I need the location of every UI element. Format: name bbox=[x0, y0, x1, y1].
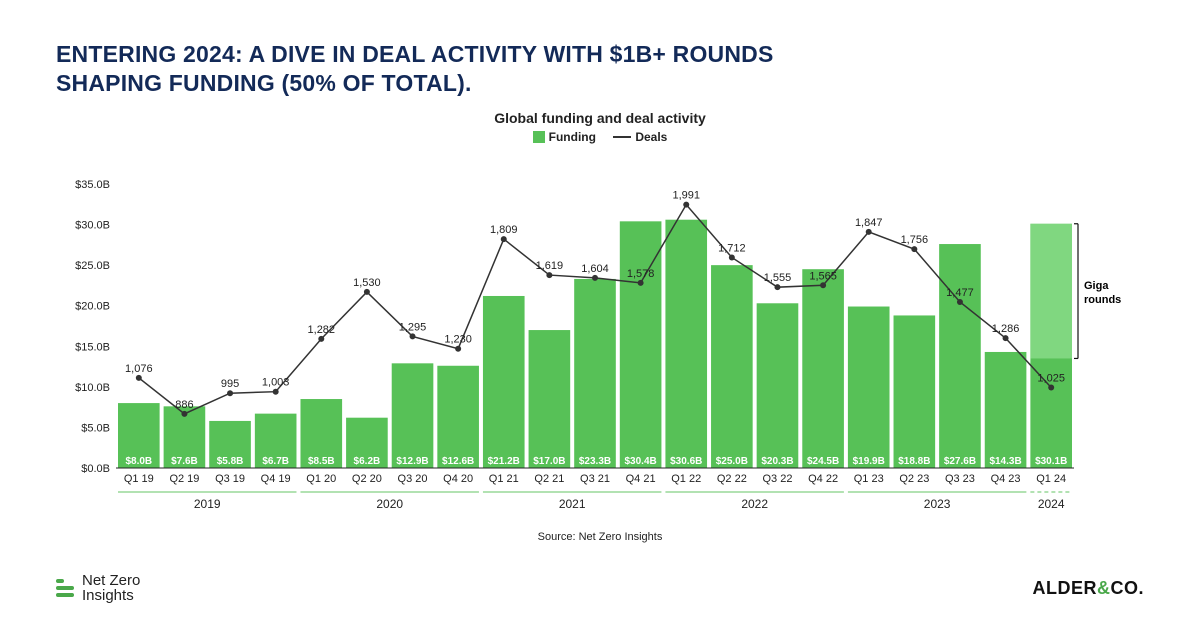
svg-text:Q1 20: Q1 20 bbox=[306, 473, 336, 485]
svg-text:$15.0B: $15.0B bbox=[75, 341, 110, 353]
svg-text:$21.2B: $21.2B bbox=[488, 456, 520, 467]
svg-text:$25.0B: $25.0B bbox=[75, 260, 110, 272]
svg-text:1,530: 1,530 bbox=[353, 276, 381, 288]
svg-text:$30.6B: $30.6B bbox=[670, 456, 702, 467]
svg-text:2021: 2021 bbox=[559, 497, 586, 511]
svg-text:$20.0B: $20.0B bbox=[75, 300, 110, 312]
svg-text:1,555: 1,555 bbox=[764, 272, 792, 284]
svg-text:Q1 19: Q1 19 bbox=[124, 473, 154, 485]
svg-text:1,565: 1,565 bbox=[809, 270, 837, 282]
svg-text:$8.0B: $8.0B bbox=[125, 456, 152, 467]
svg-text:Q2 23: Q2 23 bbox=[899, 473, 929, 485]
svg-text:$10.0B: $10.0B bbox=[75, 381, 110, 393]
svg-text:Q4 23: Q4 23 bbox=[991, 473, 1021, 485]
svg-text:1,076: 1,076 bbox=[125, 362, 153, 374]
svg-text:Giga: Giga bbox=[1084, 280, 1109, 292]
svg-text:$5.0B: $5.0B bbox=[81, 422, 110, 434]
svg-text:Q2 22: Q2 22 bbox=[717, 473, 747, 485]
svg-text:$6.7B: $6.7B bbox=[262, 456, 289, 467]
svg-text:$25.0B: $25.0B bbox=[716, 456, 748, 467]
svg-text:Q1 23: Q1 23 bbox=[854, 473, 884, 485]
svg-text:Q3 20: Q3 20 bbox=[398, 473, 428, 485]
svg-text:886: 886 bbox=[175, 398, 193, 410]
svg-text:1,809: 1,809 bbox=[490, 224, 518, 236]
funding-deals-chart: $0.0B $5.0B $10.0B $15.0B $20.0B $25.0B $30.0B… bbox=[56, 144, 1144, 524]
svg-text:1,847: 1,847 bbox=[855, 216, 883, 228]
nzi-icon bbox=[56, 579, 74, 597]
svg-text:$17.0B: $17.0B bbox=[533, 456, 565, 467]
svg-text:Q4 20: Q4 20 bbox=[443, 473, 473, 485]
svg-text:$5.8B: $5.8B bbox=[217, 456, 244, 467]
net-zero-insights-logo: Net Zero Insights bbox=[56, 573, 140, 605]
svg-text:Q1 22: Q1 22 bbox=[671, 473, 701, 485]
page-title: ENTERING 2024: A DIVE IN DEAL ACTIVITY W… bbox=[56, 40, 836, 98]
svg-text:$6.2B: $6.2B bbox=[354, 456, 381, 467]
legend-funding-label: Funding bbox=[549, 130, 596, 144]
svg-text:2020: 2020 bbox=[376, 497, 403, 511]
svg-text:1,295: 1,295 bbox=[399, 321, 427, 333]
svg-text:Q3 22: Q3 22 bbox=[762, 473, 792, 485]
svg-text:1,025: 1,025 bbox=[1037, 372, 1065, 384]
svg-text:$27.6B: $27.6B bbox=[944, 456, 976, 467]
svg-text:Q3 19: Q3 19 bbox=[215, 473, 245, 485]
svg-text:2023: 2023 bbox=[924, 497, 951, 511]
nzi-logo-line1: Net Zero bbox=[82, 573, 140, 589]
svg-text:$30.4B: $30.4B bbox=[624, 456, 656, 467]
svg-text:$30.0B: $30.0B bbox=[75, 219, 110, 231]
svg-text:$23.3B: $23.3B bbox=[579, 456, 611, 467]
svg-text:Q2 20: Q2 20 bbox=[352, 473, 382, 485]
alder-post: CO. bbox=[1110, 578, 1144, 598]
svg-text:$7.6B: $7.6B bbox=[171, 456, 198, 467]
svg-text:Q3 21: Q3 21 bbox=[580, 473, 610, 485]
svg-text:1,477: 1,477 bbox=[946, 286, 974, 298]
chart-source: Source: Net Zero Insights bbox=[56, 531, 1144, 543]
svg-text:$12.9B: $12.9B bbox=[396, 456, 428, 467]
svg-text:$24.5B: $24.5B bbox=[807, 456, 839, 467]
legend-deals-label: Deals bbox=[635, 130, 667, 144]
svg-text:$20.3B: $20.3B bbox=[761, 456, 793, 467]
svg-text:$35.0B: $35.0B bbox=[75, 179, 110, 191]
svg-text:$12.6B: $12.6B bbox=[442, 456, 474, 467]
svg-text:1,991: 1,991 bbox=[672, 189, 700, 201]
svg-text:Q4 19: Q4 19 bbox=[261, 473, 291, 485]
svg-text:1,578: 1,578 bbox=[627, 267, 655, 279]
svg-text:Q4 21: Q4 21 bbox=[626, 473, 656, 485]
svg-text:1,282: 1,282 bbox=[308, 323, 336, 335]
nzi-logo-line2: Insights bbox=[82, 588, 140, 604]
svg-text:995: 995 bbox=[221, 378, 239, 390]
svg-text:$14.3B: $14.3B bbox=[989, 456, 1021, 467]
svg-text:2019: 2019 bbox=[194, 497, 221, 511]
svg-text:2024: 2024 bbox=[1038, 497, 1065, 511]
svg-text:1,230: 1,230 bbox=[444, 333, 472, 345]
svg-text:Q3 23: Q3 23 bbox=[945, 473, 975, 485]
svg-text:1,712: 1,712 bbox=[718, 242, 746, 254]
svg-text:$8.5B: $8.5B bbox=[308, 456, 335, 467]
svg-text:Q1 21: Q1 21 bbox=[489, 473, 519, 485]
alder-amp: & bbox=[1097, 578, 1111, 598]
svg-text:1,003: 1,003 bbox=[262, 376, 290, 388]
svg-text:1,619: 1,619 bbox=[536, 260, 564, 272]
svg-text:Q1 24: Q1 24 bbox=[1036, 473, 1066, 485]
legend-line-icon bbox=[613, 136, 631, 138]
alder-pre: ALDER bbox=[1032, 578, 1097, 598]
svg-text:Q2 21: Q2 21 bbox=[534, 473, 564, 485]
svg-text:2022: 2022 bbox=[741, 497, 768, 511]
svg-text:1,604: 1,604 bbox=[581, 262, 609, 274]
chart-subtitle: Global funding and deal activity bbox=[56, 110, 1144, 126]
svg-text:rounds: rounds bbox=[1084, 294, 1121, 306]
svg-text:$18.8B: $18.8B bbox=[898, 456, 930, 467]
svg-text:Q2 19: Q2 19 bbox=[169, 473, 199, 485]
svg-text:1,286: 1,286 bbox=[992, 323, 1020, 335]
svg-text:Q4 22: Q4 22 bbox=[808, 473, 838, 485]
svg-text:1,756: 1,756 bbox=[901, 234, 929, 246]
alder-co-logo: ALDER&CO. bbox=[1032, 578, 1144, 599]
chart-legend: Funding Deals bbox=[56, 130, 1144, 144]
svg-text:$19.9B: $19.9B bbox=[853, 456, 885, 467]
svg-text:$0.0B: $0.0B bbox=[81, 463, 110, 475]
legend-square-icon bbox=[533, 131, 545, 143]
svg-text:$30.1B: $30.1B bbox=[1035, 456, 1067, 467]
